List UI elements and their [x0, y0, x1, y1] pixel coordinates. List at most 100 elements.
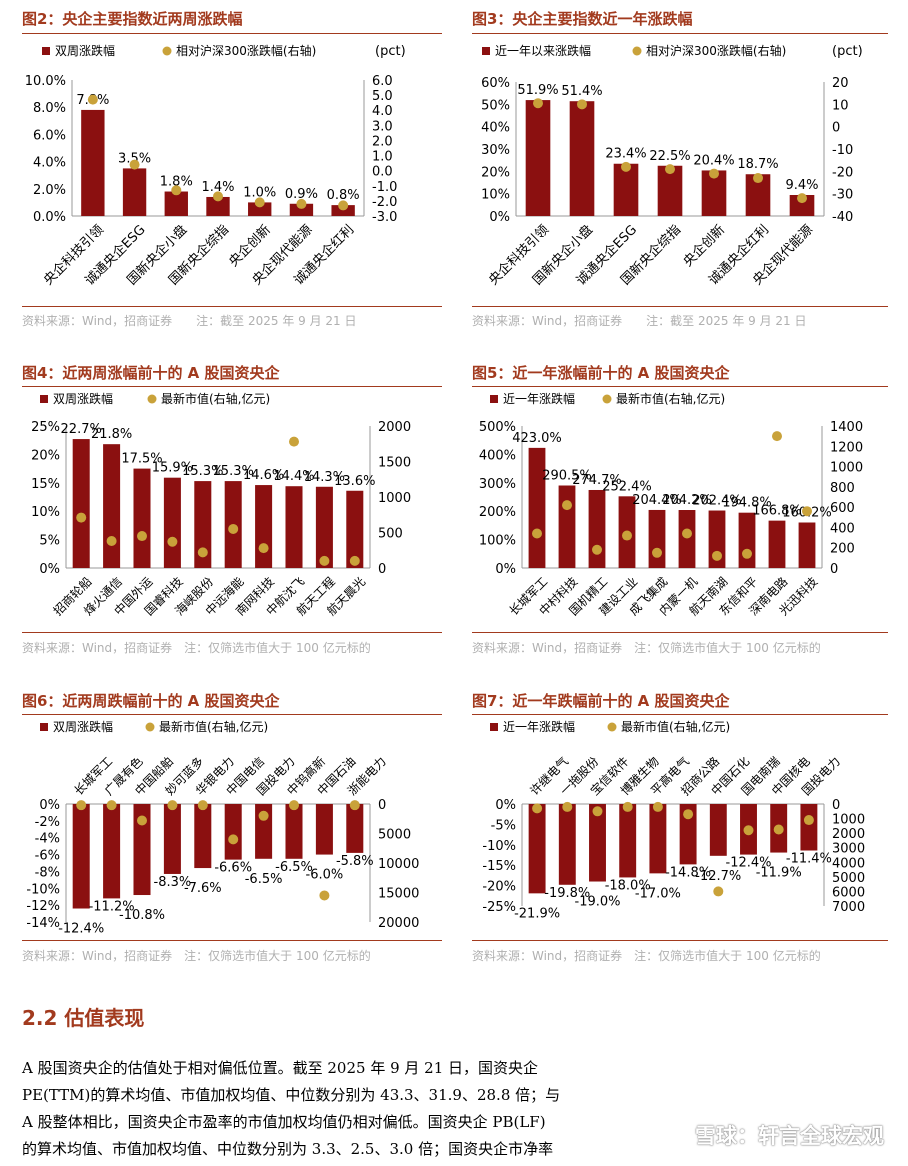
right-tick-label: 1.0	[372, 150, 393, 165]
bar-value-label: 51.9%	[517, 83, 558, 98]
bar-value-label: -6.5%	[275, 860, 313, 875]
paragraph-line: PE(TTM)的算术均值、市值加权均值、中位数分别为 43.3、31.9、28.…	[22, 1086, 561, 1104]
bar	[619, 804, 637, 878]
fig4-panel: 图4：近两周涨幅前十的 A 股国资央企 双周涨跌幅 最新市值(右轴,亿元) 25% 2…	[22, 362, 442, 662]
scatter-point	[532, 528, 542, 539]
left-tick-label: 0.0%	[33, 210, 66, 225]
legend-dot-swatch	[632, 46, 642, 56]
left-tick-label: -10%	[26, 882, 60, 897]
bar-value-label: -18.0%	[605, 878, 651, 893]
scatter-point	[167, 536, 178, 547]
bar-value-label: 14.4%	[273, 469, 314, 484]
bar	[588, 489, 606, 568]
bar-value-label: 252.4%	[602, 479, 652, 494]
bar	[525, 100, 551, 216]
legend-dot-swatch	[162, 46, 172, 56]
legend-bar-swatch	[490, 723, 498, 731]
right-tick-label: 0.0	[372, 165, 393, 180]
paragraph-line: A 股国资央企的估值处于相对偏低位置。截至 2025 年 9 月 21 日，国资…	[22, 1059, 539, 1077]
fig6-source: 资料来源：Wind，招商证券 注：仅筛选市值大于 100 亿元标的	[22, 949, 371, 963]
bar-value-label: 1.8%	[160, 175, 193, 190]
left-tick-label: -6%	[35, 849, 60, 864]
bar-value-label: 22.5%	[649, 149, 690, 164]
fig5-source-rule	[472, 632, 888, 633]
scatter-point	[76, 800, 87, 811]
right-tick-label: 400	[830, 521, 855, 536]
bar-value-label: -19.8%	[544, 886, 590, 901]
paragraph-line: A 股整体相比，国资央企市盈率的市值加权均值仍相对偏低。国资央企 PB(LF)	[22, 1113, 546, 1131]
bar-value-label: -10.8%	[119, 908, 165, 923]
right-tick-label: 1000	[832, 813, 865, 828]
scatter-point	[76, 512, 87, 523]
fig4-title-rule	[22, 386, 442, 387]
scatter-point	[254, 197, 265, 208]
left-tick-label: 25%	[31, 420, 60, 435]
fig2-chart: 双周涨跌幅 相对沪深300涨跌幅(右轴) (pct) 10.0% 8.0% 6.0% 4.0…	[25, 43, 406, 289]
right-tick-label: -3.0	[372, 210, 397, 225]
bar-value-label: 0.8%	[327, 188, 360, 203]
left-tick-label: 500%	[479, 420, 516, 435]
bar	[315, 486, 333, 568]
bar	[133, 468, 151, 568]
scatter-point	[743, 825, 754, 836]
left-tick-label: 10%	[31, 505, 60, 520]
bar-value-label: 423.0%	[512, 431, 562, 446]
bar	[789, 195, 815, 216]
scatter-point	[258, 543, 269, 554]
bar	[569, 101, 595, 216]
bar	[798, 522, 816, 568]
scatter-point	[532, 803, 543, 814]
scatter-point	[592, 806, 603, 817]
bar-value-label: -11.9%	[756, 866, 802, 881]
bar-value-label: 202.4%	[692, 494, 742, 509]
scatter-point	[349, 555, 360, 566]
bar-value-label: 15.3%	[182, 464, 223, 479]
scatter-point	[621, 161, 631, 172]
left-tick-label: 200%	[479, 505, 516, 520]
scatter-point	[167, 800, 178, 811]
scatter-point	[712, 550, 722, 561]
left-tick-label: 0%	[39, 562, 60, 577]
bar	[346, 804, 364, 853]
bar-value-label: 13.6%	[334, 474, 375, 489]
bar-value-label: -6.0%	[306, 868, 344, 883]
fig5-title-rule	[472, 386, 888, 387]
left-tick-label: 8.0%	[33, 101, 66, 116]
scatter-point	[742, 548, 752, 559]
bar-value-label: -5.8%	[336, 854, 374, 869]
left-tick-label: 300%	[479, 477, 516, 492]
right-tick-label: 600	[830, 501, 855, 516]
right-tick-label: 1400	[830, 420, 863, 435]
legend-bar-swatch	[40, 395, 48, 403]
fig4-source: 资料来源：Wind，招商证券 注：仅筛选市值大于 100 亿元标的	[22, 641, 371, 655]
fig5-chart: 近一年涨跌幅 最新市值(右轴,亿元) 500% 400% 300% 200% 100% 0% 1…	[479, 391, 863, 618]
right-tick-label: 3000	[832, 842, 865, 857]
right-tick-label: 4000	[832, 856, 865, 871]
scatter-point	[773, 824, 784, 835]
fig6-title-rule	[22, 714, 442, 715]
bar	[248, 202, 272, 216]
fig2-title-rule	[22, 33, 442, 34]
legend-bar-label: 双周涨跌幅	[53, 391, 113, 406]
section-heading: 2.2 估值表现	[22, 1006, 145, 1030]
bar	[558, 804, 576, 885]
bar	[122, 168, 147, 216]
bar	[103, 444, 121, 568]
bar-value-label: 21.8%	[91, 427, 132, 442]
legend-bar-swatch	[40, 723, 48, 731]
bar	[678, 510, 696, 568]
bar-value-label: -11.2%	[89, 899, 135, 914]
fig6-chart: 双周涨跌幅 最新市值(右轴,亿元) 0% -2% -4% -6%-8% -10% -12% -1…	[26, 719, 419, 937]
bar-value-label: -12.4%	[726, 856, 772, 871]
right-tick-label: 7000	[832, 900, 865, 915]
legend-dot-label: 最新市值(右轴,亿元)	[159, 719, 268, 734]
bar-value-label: 14.3%	[304, 470, 345, 485]
left-tick-label: 400%	[479, 448, 516, 463]
left-tick-label: -4%	[35, 832, 60, 847]
right-tick-label: 10	[832, 98, 849, 113]
fig2-source-rule	[22, 306, 442, 307]
left-tick-label: 0%	[489, 210, 510, 225]
bar	[648, 509, 666, 568]
scatter-point	[87, 94, 98, 105]
right-tick-label: 0	[832, 121, 840, 136]
